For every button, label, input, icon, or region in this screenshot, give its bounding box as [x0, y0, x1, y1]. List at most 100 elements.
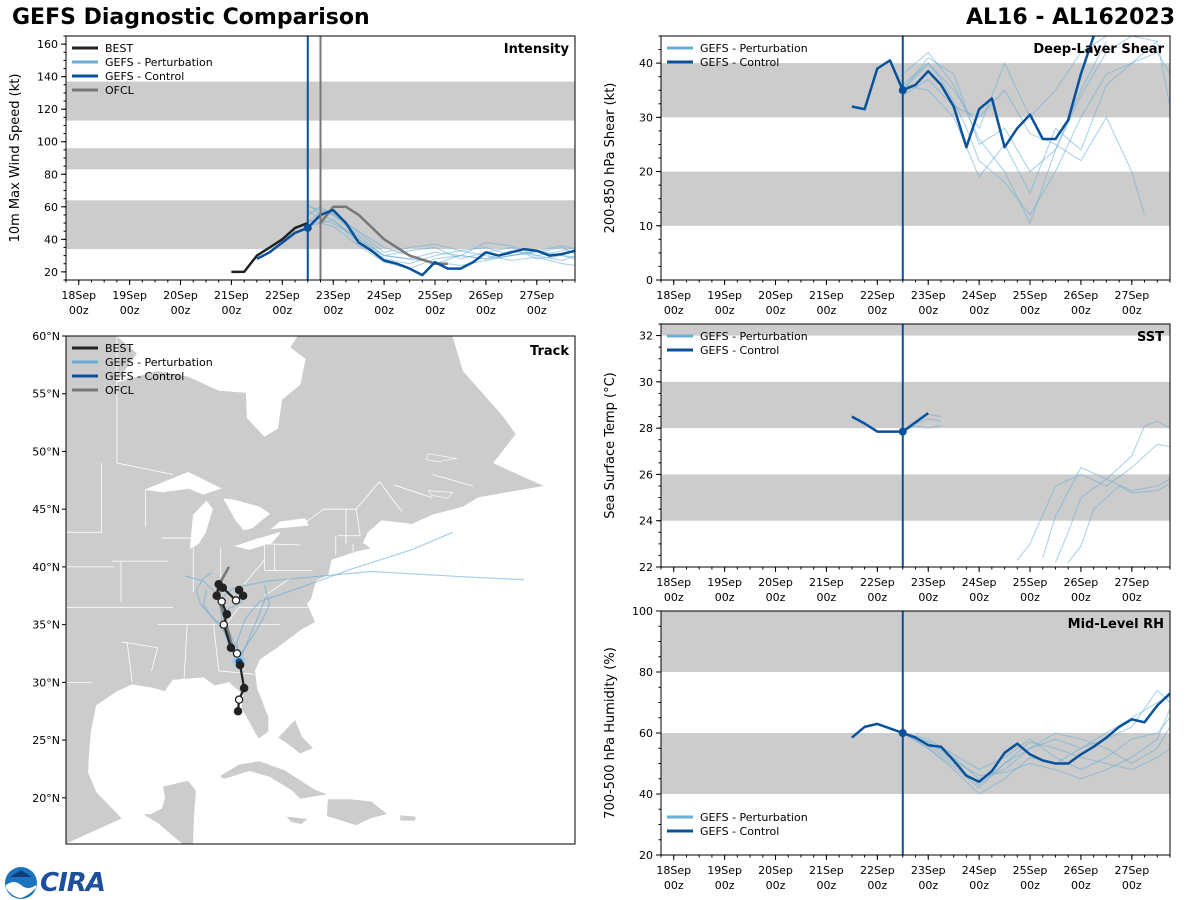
cuba-landmass [219, 760, 329, 800]
intensity-x-tick-date: 18Sep [61, 289, 96, 302]
shear-x-tick-date: 19Sep [707, 289, 742, 302]
sst-y-tick-label: 28 [639, 422, 653, 435]
legend-label-perturbation: GEFS - Perturbation [700, 330, 808, 343]
sst-x-tick-hour: 00z [918, 591, 938, 604]
intensity-x-tick-hour: 00z [222, 304, 242, 317]
intensity-perturbation-line-4 [307, 219, 575, 270]
sst-y-tick-label: 26 [639, 468, 653, 481]
sst-perturbation-line-5 [1054, 478, 1170, 563]
boundary-line [264, 543, 301, 546]
sst-x-tick-date: 23Sep [911, 576, 946, 589]
figure-title: GEFS Diagnostic Comparison [12, 5, 370, 30]
intensity-x-tick-date: 22Sep [265, 289, 300, 302]
shear-x-tick-hour: 00z [1122, 304, 1142, 317]
intensity-panel: 20 40 60 80 100 120 140 160 18Sep 00z 19Sep 00z 20Se… [8, 35, 576, 317]
sst-y-axis-label: Sea Surface Temp (°C) [603, 372, 618, 519]
sst-x-tick-date: 22Sep [860, 576, 895, 589]
sst-x-tick-date: 18Sep [656, 576, 691, 589]
shear-y-axis-label: 200-850 hPa Shear (kt) [603, 83, 618, 234]
track-map-area [66, 336, 575, 844]
track-perturbation-line-1 [236, 531, 454, 662]
track-lat-label: 30°N [32, 676, 60, 689]
boundary-line [355, 481, 380, 510]
legend-label-perturbation: GEFS - Perturbation [700, 811, 808, 824]
shear-init-marker [898, 86, 907, 95]
track-lat-label: 25°N [32, 734, 60, 747]
rh-threshold-band [661, 611, 1170, 672]
track-best-point [231, 596, 241, 605]
legend-label-ofcl: OFCL [105, 384, 135, 397]
sst-panel-title: SST [1137, 330, 1164, 345]
boundary-line [243, 559, 265, 585]
sst-x-tick-hour: 00z [766, 591, 786, 604]
sst-x-tick-hour: 00z [1122, 591, 1142, 604]
shear-x-tick-hour: 00z [1071, 304, 1091, 317]
intensity-y-tick-label: 60 [44, 201, 58, 214]
rh-y-tick-label: 80 [639, 666, 653, 679]
shear-perturbation-line-2 [902, 78, 1146, 216]
intensity-y-tick-label: 160 [37, 38, 58, 51]
track-best-point [233, 706, 243, 716]
rh-x-tick-hour: 00z [715, 879, 735, 892]
sst-y-tick-label: 24 [639, 515, 653, 528]
sst-panel: 22 24 26 28 30 32 18Sep 00z 19Sep 00z 20Sep 00z 21Se… [603, 323, 1171, 604]
intensity-ofcl-line [319, 205, 448, 265]
rh-x-tick-hour: 00z [817, 879, 837, 892]
track-best-point [219, 620, 229, 629]
intensity-x-tick-date: 25Sep [418, 289, 453, 302]
sst-x-tick-hour: 00z [867, 591, 887, 604]
boundary-line [264, 578, 291, 597]
sst-x-tick-hour: 00z [715, 591, 735, 604]
track-best-point [218, 583, 228, 592]
rh-init-marker [898, 729, 907, 737]
sst-x-tick-date: 26Sep [1064, 576, 1099, 589]
rh-y-axis-label: 700-500 hPa Humidity (%) [603, 647, 618, 819]
intensity-x-tick-hour: 00z [272, 304, 292, 317]
intensity-x-tick-date: 27Sep [519, 289, 554, 302]
lake-michigan [189, 500, 213, 549]
rh-y-tick-label: 100 [632, 605, 653, 618]
track-best-point [239, 683, 249, 693]
track-lat-label: 45°N [32, 503, 60, 516]
boundary-line [393, 500, 403, 512]
sst-x-tick-date: 19Sep [707, 576, 742, 589]
shear-x-tick-date: 24Sep [962, 289, 997, 302]
boundary-line [355, 509, 361, 536]
shear-x-tick-date: 26Sep [1064, 289, 1099, 302]
shear-perturbation-line-0 [902, 51, 1170, 216]
rh-x-tick-hour: 00z [918, 879, 938, 892]
rh-x-tick-hour: 00z [1071, 879, 1091, 892]
sst-x-tick-hour: 00z [1020, 591, 1040, 604]
track-panel-title: Track [530, 344, 569, 359]
shear-perturbation-line-1 [902, 36, 1158, 225]
sst-y-tick-label: 22 [639, 561, 653, 574]
sst-x-tick-date: 20Sep [758, 576, 793, 589]
rh-x-tick-date: 26Sep [1064, 864, 1099, 877]
boundary-line [213, 624, 220, 671]
legend-label-control: GEFS - Control [105, 370, 184, 383]
sst-perturbation-line-3 [1016, 443, 1170, 561]
cira-wordmark: CIRA [40, 868, 106, 898]
rh-x-tick-hour: 00z [867, 879, 887, 892]
rh-x-tick-hour: 00z [1122, 879, 1142, 892]
sst-y-tick-label: 32 [639, 330, 653, 343]
sst-x-tick-date: 24Sep [962, 576, 997, 589]
sst-x-tick-hour: 00z [664, 591, 684, 604]
track-lat-label: 40°N [32, 561, 60, 574]
shear-x-tick-hour: 00z [817, 304, 837, 317]
rh-x-tick-hour: 00z [969, 879, 989, 892]
rh-x-tick-date: 20Sep [758, 864, 793, 877]
boundary-line [379, 481, 395, 502]
sst-x-tick-hour: 00z [1071, 591, 1091, 604]
rh-x-tick-date: 21Sep [809, 864, 844, 877]
intensity-panel-title: Intensity [504, 42, 570, 57]
track-best-point [222, 609, 232, 619]
rh-x-tick-hour: 00z [664, 879, 684, 892]
boundary-line [225, 607, 240, 625]
sst-control-line [851, 412, 929, 433]
track-best-point [234, 695, 244, 704]
boundary-line [300, 508, 324, 526]
sst-x-tick-hour: 00z [817, 591, 837, 604]
lake-huron [223, 498, 271, 531]
track-lat-label: 35°N [32, 619, 60, 632]
